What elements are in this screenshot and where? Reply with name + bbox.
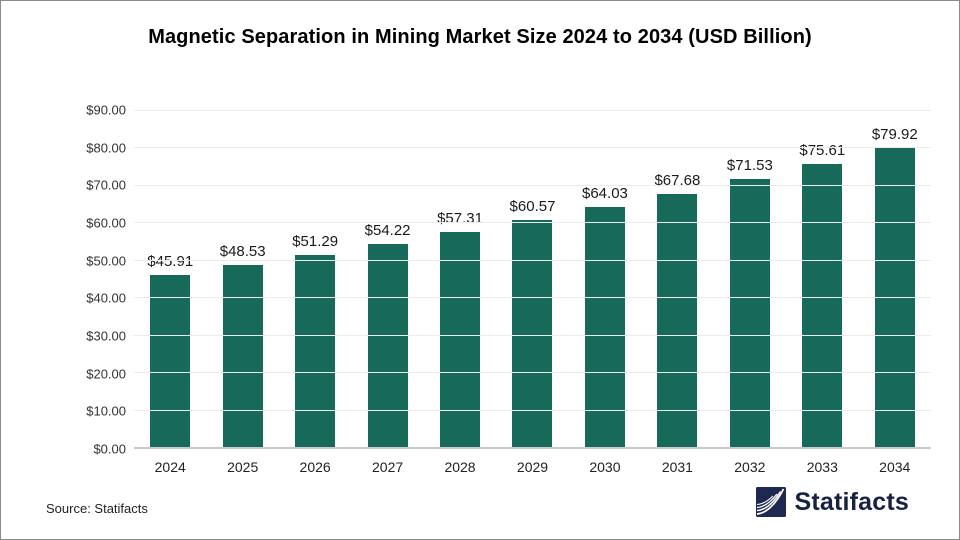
bar-value-label: $60.57 — [509, 198, 556, 216]
bar-2031 — [657, 193, 698, 447]
bar-value-label: $79.92 — [871, 125, 918, 143]
x-tick-label: 2025 — [227, 459, 259, 475]
bar-value-label: $45.91 — [147, 253, 194, 271]
x-tick-label: 2031 — [661, 459, 693, 475]
plot-area: $45.91 $48.53 $51.29 $54.22 $57.31 $60.57 $64.… — [134, 110, 931, 449]
y-tick-label: $80.00 — [86, 140, 126, 156]
x-tick-label: 2026 — [299, 459, 331, 475]
bar-group-2028: $57.31 — [424, 110, 496, 447]
bar-value-label: $75.61 — [799, 141, 846, 159]
bar-value-label: $67.68 — [654, 171, 701, 189]
bar-group-2032: $71.53 — [714, 110, 786, 447]
x-tick-label: 2034 — [879, 459, 911, 475]
y-tick-label: $0.00 — [93, 441, 126, 457]
bar-group-2026: $51.29 — [279, 110, 351, 447]
bar-value-label: $71.53 — [726, 157, 773, 175]
gridline — [134, 409, 931, 411]
y-tick-label: $60.00 — [86, 215, 126, 231]
y-axis: $90.00 $80.00 $70.00 $60.00 $50.00 $40.00 $30.… — [1, 103, 126, 457]
bar-value-label: $48.53 — [219, 243, 266, 261]
bar-group-2029: $60.57 — [496, 110, 568, 447]
y-tick-label: $40.00 — [86, 290, 126, 306]
bar-group-2033: $75.61 — [786, 110, 858, 447]
bar-group-2034: $79.92 — [859, 110, 931, 447]
bar-2026 — [295, 254, 336, 447]
x-axis: 2024 2025 2026 2027 2028 2029 2030 2031 2032 2033… — [134, 459, 931, 475]
brand-logo: Statifacts — [756, 487, 909, 517]
bar-2027 — [367, 243, 408, 447]
brand-name: Statifacts — [794, 487, 909, 516]
bar-value-label: $57.31 — [437, 210, 483, 228]
x-tick-label: 2029 — [516, 459, 549, 475]
x-tick-label: 2032 — [734, 459, 766, 475]
gridline — [134, 334, 931, 336]
x-tick-label: 2033 — [806, 459, 838, 475]
bar-2024 — [150, 275, 191, 447]
bar-value-label: $64.03 — [582, 185, 628, 203]
source-note: Source: Statifacts — [46, 501, 148, 516]
y-tick-label: $70.00 — [86, 177, 126, 193]
y-tick-label: $90.00 — [86, 102, 126, 118]
bar-2030 — [584, 207, 625, 447]
gridline — [134, 297, 931, 299]
bar-group-2024: $45.91 — [134, 110, 206, 447]
gridline — [134, 222, 931, 224]
gridline — [134, 259, 931, 261]
chart-title: Magnetic Separation in Mining Market Siz… — [148, 26, 812, 48]
bar-2033 — [802, 163, 843, 447]
bar-2028 — [440, 232, 481, 447]
y-tick-label: $50.00 — [86, 253, 126, 269]
bar-value-label: $51.29 — [292, 232, 339, 250]
bar-group-2027: $54.22 — [351, 110, 423, 447]
gridline — [134, 147, 931, 149]
gridline — [134, 110, 931, 111]
x-tick-label: 2024 — [154, 459, 186, 475]
bar-group-2031: $67.68 — [641, 110, 713, 447]
bar-value-label: $54.22 — [364, 221, 411, 239]
bar-2025 — [222, 265, 263, 447]
bar-2032 — [729, 179, 770, 447]
gridline — [134, 184, 931, 186]
y-tick-label: $10.00 — [86, 403, 126, 419]
bar-group-2030: $64.03 — [569, 110, 641, 447]
y-tick-label: $20.00 — [86, 366, 126, 382]
gridline — [134, 372, 931, 374]
x-tick-label: 2028 — [444, 459, 476, 475]
x-tick-label: 2027 — [372, 459, 404, 475]
bar-2029 — [512, 220, 553, 447]
x-tick-label: 2030 — [589, 459, 621, 475]
y-tick-label: $30.00 — [86, 328, 126, 344]
bar-group-2025: $48.53 — [206, 110, 278, 447]
waves-logo-icon — [756, 487, 787, 517]
bars-row: $45.91 $48.53 $51.29 $54.22 $57.31 $60.57 $64.… — [134, 110, 931, 447]
